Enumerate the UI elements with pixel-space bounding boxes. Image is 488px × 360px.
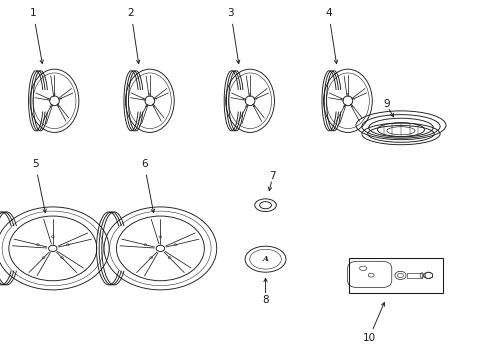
Text: 6: 6 xyxy=(141,159,147,169)
Text: A: A xyxy=(262,255,268,263)
Text: 5: 5 xyxy=(32,159,39,169)
Text: 8: 8 xyxy=(262,294,268,305)
Text: 1: 1 xyxy=(30,8,37,18)
Text: 4: 4 xyxy=(325,8,331,18)
Text: 3: 3 xyxy=(227,8,234,18)
Text: 2: 2 xyxy=(127,8,134,18)
Text: 9: 9 xyxy=(382,99,389,109)
Text: 7: 7 xyxy=(269,171,276,181)
Bar xyxy=(406,273,421,278)
Text: 10: 10 xyxy=(362,333,375,343)
Bar xyxy=(348,258,442,293)
